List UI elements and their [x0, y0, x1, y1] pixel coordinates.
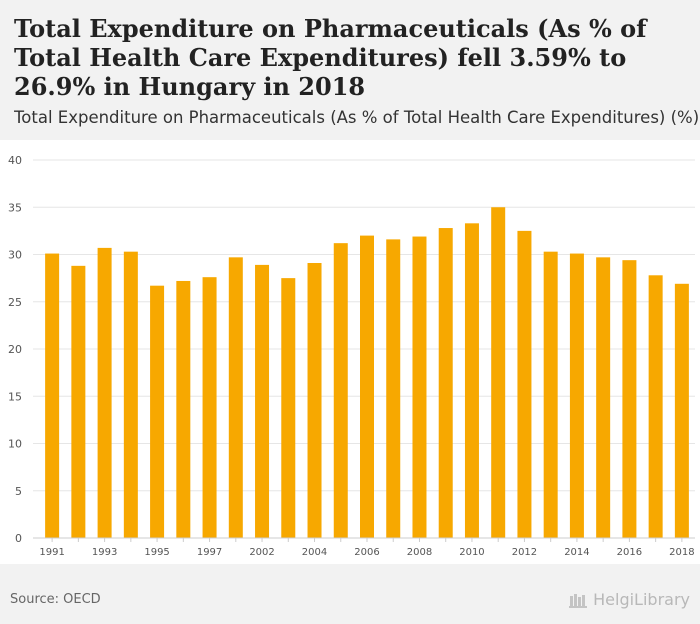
x-tick-label: 2018 — [669, 547, 694, 558]
bar-2011[interactable] — [491, 207, 506, 538]
bar-2004[interactable] — [307, 263, 322, 538]
bar-2002[interactable] — [255, 264, 270, 538]
y-tick-label: 10 — [8, 438, 22, 451]
x-tick-label: 2016 — [617, 547, 642, 558]
bar-2016[interactable] — [622, 260, 637, 538]
x-tick-label: 1995 — [144, 547, 169, 558]
y-tick-label: 30 — [8, 249, 22, 262]
bar-1995[interactable] — [150, 285, 165, 538]
bar-2009[interactable] — [438, 228, 453, 538]
helgi-library-logo: HelgiLibrary — [569, 590, 690, 609]
x-tick-label: 2004 — [302, 547, 327, 558]
bar-1994[interactable] — [123, 251, 138, 538]
bar-1998[interactable] — [228, 257, 243, 538]
bar-2013[interactable] — [543, 251, 558, 538]
x-tick-label: 2012 — [512, 547, 537, 558]
bar-2012[interactable] — [517, 230, 532, 538]
x-tick-label: 1993 — [92, 547, 117, 558]
bar-2008[interactable] — [412, 236, 427, 539]
x-tick-label: 2008 — [407, 547, 432, 558]
source-note: Source: OECD — [10, 592, 101, 607]
y-tick-label: 0 — [15, 532, 22, 545]
x-tick-label: 2006 — [354, 547, 379, 558]
bar-2014[interactable] — [569, 253, 584, 538]
library-icon — [569, 593, 588, 608]
bar-2015[interactable] — [596, 257, 611, 538]
bar-1991[interactable] — [45, 253, 60, 538]
y-axis: 0 5 10 15 20 25 30 35 40 — [8, 154, 22, 545]
x-tick-label: 1991 — [39, 547, 64, 558]
bar-chart: 0 5 10 15 20 25 30 35 40 1991 1993 1995 1997 2002 200… — [8, 154, 695, 558]
x-tick-label: 2002 — [249, 547, 274, 558]
bar-2010[interactable] — [464, 223, 479, 538]
logo-text: HelgiLibrary — [593, 590, 690, 609]
x-tick-label: 2014 — [564, 547, 589, 558]
page-title: Total Expenditure on Pharmaceuticals (As… — [14, 14, 647, 101]
y-tick-label: 20 — [8, 343, 22, 356]
bar-2005[interactable] — [333, 243, 348, 538]
x-tick-label: 2010 — [459, 547, 484, 558]
bar-2018[interactable] — [674, 283, 689, 538]
bar-2007[interactable] — [386, 239, 401, 538]
bars — [45, 207, 689, 539]
y-tick-label: 15 — [8, 390, 22, 403]
bar-2003[interactable] — [281, 278, 296, 538]
y-tick-label: 40 — [8, 154, 22, 167]
y-tick-label: 25 — [8, 296, 22, 309]
x-axis: 1991 1993 1995 1997 2002 2004 2006 2008 2010 2012… — [33, 537, 695, 558]
chart-subtitle: Total Expenditure on Pharmaceuticals (As… — [14, 108, 700, 127]
bar-1992[interactable] — [71, 265, 86, 538]
bar-2006[interactable] — [360, 235, 374, 538]
bar-1996[interactable] — [176, 280, 191, 538]
bar-2017[interactable] — [648, 275, 663, 538]
bar-1993[interactable] — [97, 247, 112, 538]
y-tick-label: 35 — [8, 201, 22, 214]
x-tick-label: 1997 — [197, 547, 222, 558]
y-tick-label: 5 — [15, 485, 22, 498]
bar-1997[interactable] — [202, 277, 217, 538]
